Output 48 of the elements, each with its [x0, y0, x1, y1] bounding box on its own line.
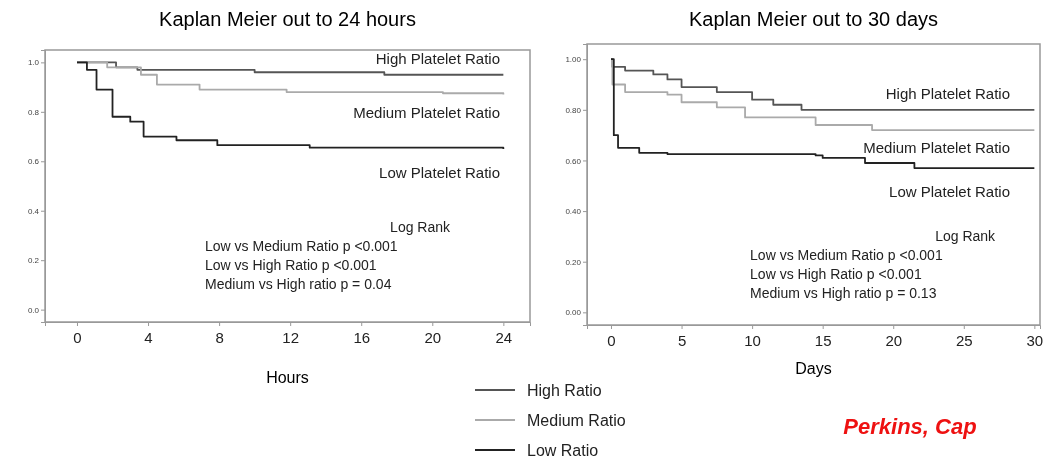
y-tick-label: 0.0	[27, 305, 40, 315]
x-tick-label: 0	[73, 328, 82, 346]
x-tick-label: 20	[885, 331, 903, 349]
chart-title: Kaplan Meier out to 24 hours	[159, 8, 416, 30]
y-tick-label: 0.80	[565, 105, 582, 115]
y-tick-label: 0.2	[27, 256, 40, 266]
annotation: Low Platelet Ratio	[379, 164, 500, 182]
y-tick-label: 0.60	[565, 156, 582, 166]
x-tick-label: 30	[1026, 331, 1044, 349]
annotation: High Platelet Ratio	[375, 49, 500, 67]
y-tick-label: 0.4	[27, 206, 40, 216]
y-tick-label: 0.20	[565, 257, 582, 267]
annotation: Low vs Medium Ratio p <0.001	[205, 237, 398, 254]
x-axis-title: Hours	[266, 369, 309, 386]
annotation: Log Rank	[390, 218, 452, 235]
legend-label: Low Ratio	[527, 441, 599, 459]
x-tick-label: 15	[814, 331, 832, 349]
x-tick-label: 12	[282, 328, 300, 346]
y-tick-label: 1.0	[27, 58, 40, 68]
annotation: Low Platelet Ratio	[889, 183, 1010, 201]
x-tick-label: 4	[144, 328, 153, 346]
y-tick-label: 0.00	[565, 308, 582, 318]
x-axis-title: Days	[795, 360, 832, 377]
x-tick-label: 8	[215, 328, 224, 346]
x-tick-label: 25	[955, 331, 973, 349]
x-tick-label: 20	[424, 328, 442, 346]
annotation: Low vs Medium Ratio p <0.001	[750, 246, 943, 263]
legend-label: Medium Ratio	[527, 411, 626, 429]
annotation: Medium vs High ratio p = 0.04	[205, 275, 392, 292]
x-tick-label: 16	[353, 328, 371, 346]
y-tick-label: 0.40	[565, 207, 582, 217]
annotation: Log Rank	[935, 227, 997, 244]
annotation: Low vs High Ratio p <0.001	[750, 265, 922, 282]
x-tick-label: 5	[677, 331, 687, 349]
x-tick-label: 24	[495, 328, 513, 346]
annotation: Low vs High Ratio p <0.001	[205, 256, 377, 273]
y-tick-label: 0.8	[27, 107, 40, 117]
x-tick-label: 10	[744, 331, 761, 349]
y-tick-label: 0.6	[27, 157, 40, 167]
x-tick-label: 0	[607, 331, 616, 349]
annotation: Medium Platelet Ratio	[863, 139, 1010, 157]
text: Perkins, Cap	[843, 414, 977, 439]
y-tick-label: 1.00	[565, 55, 582, 65]
annotation: Medium vs High ratio p = 0.13	[750, 284, 937, 301]
annotation: High Platelet Ratio	[885, 85, 1010, 103]
legend-label: High Ratio	[527, 381, 602, 399]
chart-title: Kaplan Meier out to 30 days	[688, 8, 939, 30]
annotation: Medium Platelet Ratio	[353, 103, 500, 121]
